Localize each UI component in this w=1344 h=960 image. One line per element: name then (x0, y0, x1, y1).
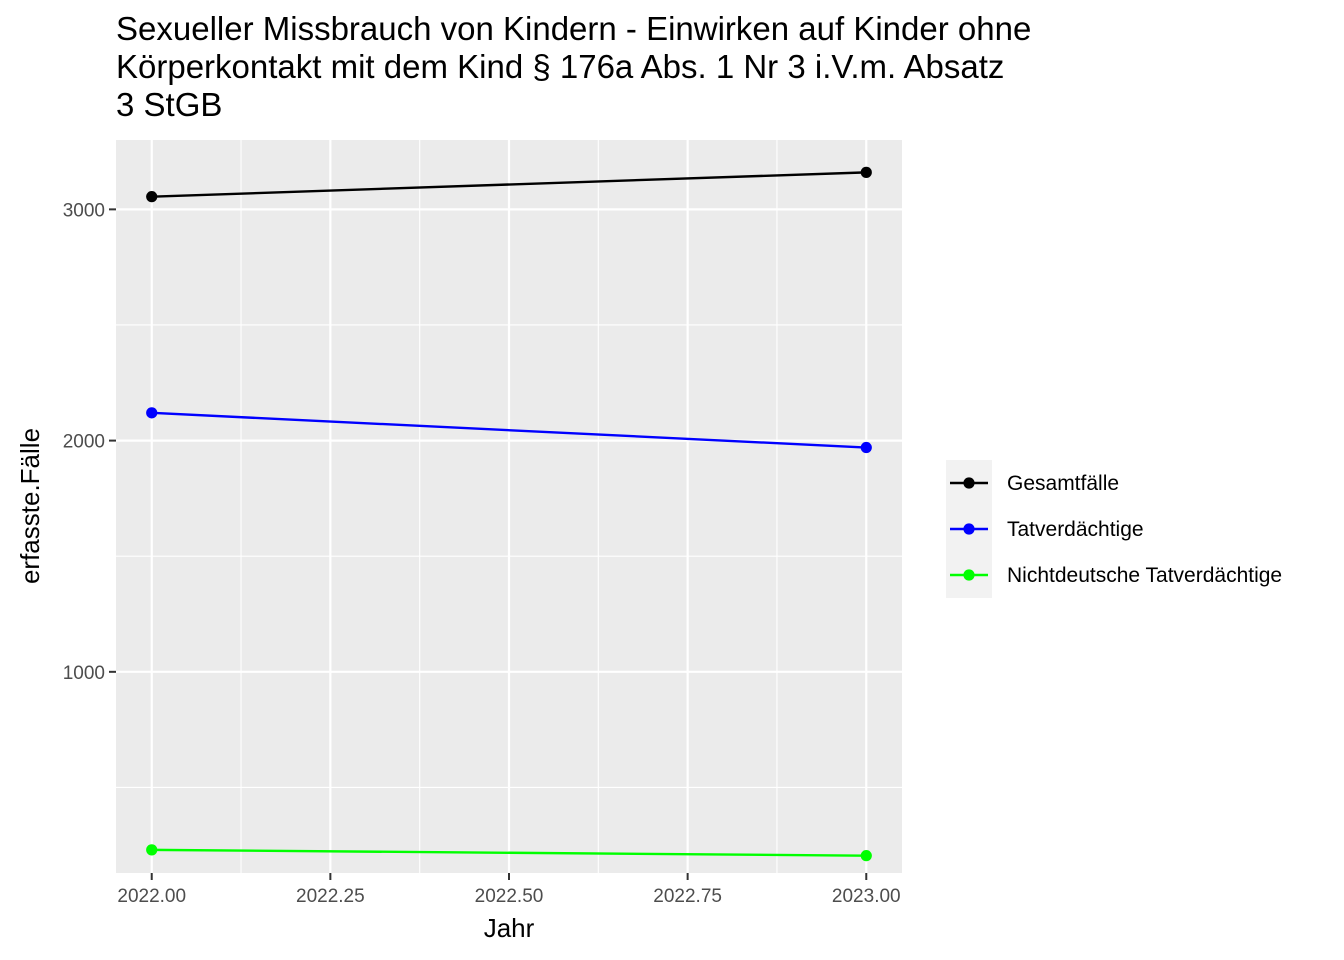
y-tick-label: 1000 (63, 663, 105, 684)
legend-key-point (963, 477, 975, 489)
legend-key-point (963, 523, 975, 535)
x-tick-label: 2022.00 (117, 886, 186, 907)
legend-key-point (963, 569, 975, 581)
chart-title-line: Sexueller Missbrauch von Kindern - Einwi… (116, 10, 1031, 47)
legend: Gesamtfälle Tatverdächtige Nichtdeutsche T… (946, 460, 1282, 598)
legend-label: Gesamtfälle (1007, 472, 1119, 495)
series-line-0 (151, 171, 867, 198)
data-point (146, 407, 158, 419)
series-group (146, 166, 872, 862)
y-tick-label: 2000 (63, 432, 105, 453)
y-axis-title: erfasste.Fälle (15, 428, 45, 584)
legend-label: Tatverdächtige (1007, 518, 1144, 541)
x-axis-title: Jahr (484, 913, 535, 943)
chart-title-line: Körperkontakt mit dem Kind § 176a Abs. 1… (116, 48, 1004, 85)
data-point (860, 850, 872, 862)
x-tick-label: 2022.25 (296, 886, 365, 907)
series-line-2 (151, 848, 867, 857)
data-point (146, 191, 158, 203)
axes: 2022.00 2022.25 2022.50 2022.75 2023.00 1000 2… (63, 200, 901, 907)
x-tick-label: 2022.75 (653, 886, 722, 907)
series-line-1 (151, 411, 867, 449)
legend-label: Nichtdeutsche Tatverdächtige (1007, 564, 1282, 587)
x-tick-label: 2022.50 (475, 886, 544, 907)
x-tick-label: 2023.00 (832, 886, 901, 907)
data-point (146, 844, 158, 856)
y-tick-label: 3000 (63, 200, 105, 221)
chart-title: Sexueller Missbrauch von Kindern - Einwi… (116, 10, 1031, 123)
data-point (860, 441, 872, 454)
chart-title-line: 3 StGB (116, 86, 222, 123)
major-gridlines (116, 140, 902, 873)
data-point (860, 166, 872, 178)
